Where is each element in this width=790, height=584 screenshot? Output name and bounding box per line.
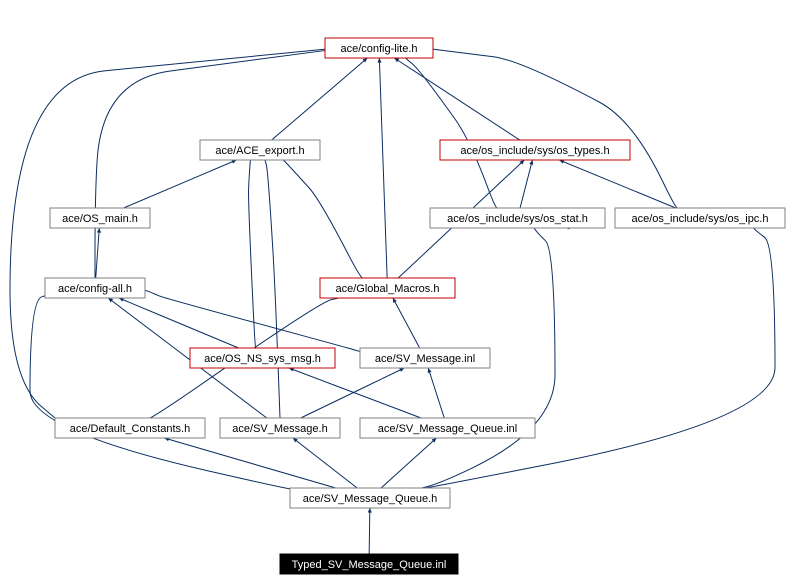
dependency-graph: Typed_SV_Message_Queue.inl ace/SV_Message…	[0, 0, 790, 584]
node-label: ace/os_include/sys/os_ipc.h	[632, 213, 769, 225]
node-label: ace/config-all.h	[58, 283, 132, 295]
edge	[289, 368, 421, 418]
arrowhead	[97, 228, 101, 233]
edge	[301, 368, 405, 418]
edge	[95, 50, 329, 278]
edge	[559, 160, 675, 208]
node-label: ace/SV_Message_Queue.h	[303, 493, 438, 505]
edge	[293, 438, 357, 488]
edge	[264, 153, 280, 418]
node-os_types: ace/os_include/sys/os_types.h	[440, 140, 630, 160]
node-label: ace/SV_Message.inl	[375, 353, 475, 365]
node-os_ipc: ace/os_include/sys/os_ipc.h	[615, 208, 785, 228]
edge	[379, 58, 387, 278]
edge	[119, 298, 239, 348]
node-label: ace/ACE_export.h	[215, 145, 304, 157]
edge	[394, 58, 519, 140]
arrowhead	[368, 508, 372, 513]
edge	[432, 49, 678, 208]
node-label: ace/config-lite.h	[340, 43, 417, 55]
edge	[272, 58, 368, 140]
node-label: ace/OS_main.h	[62, 213, 138, 225]
node-svmq_h: ace/SV_Message_Queue.h	[290, 488, 450, 508]
node-label: ace/os_include/sys/os_stat.h	[447, 213, 588, 225]
node-os_main: ace/OS_main.h	[50, 208, 150, 228]
edge	[381, 438, 436, 488]
node-os_ns_sys_msg: ace/OS_NS_sys_msg.h	[190, 348, 335, 368]
node-svm_inl: ace/SV_Message.inl	[360, 348, 490, 368]
edge	[428, 368, 444, 418]
edge	[369, 508, 370, 554]
node-label: ace/OS_NS_sys_msg.h	[204, 353, 321, 365]
node-label: ace/SV_Message.h	[232, 423, 327, 435]
node-def_const: ace/Default_Constants.h	[55, 418, 205, 438]
edge	[96, 228, 100, 278]
node-global_macros: ace/Global_Macros.h	[320, 278, 455, 298]
node-config_all: ace/config-all.h	[45, 278, 145, 298]
arrowhead	[394, 58, 399, 62]
edge	[402, 51, 497, 208]
node-svm_h: ace/SV_Message.h	[220, 418, 340, 438]
edge	[144, 290, 361, 352]
node-config_lite: ace/config-lite.h	[325, 38, 433, 58]
edge	[277, 152, 362, 278]
edge	[124, 160, 237, 208]
arrowhead	[377, 58, 381, 63]
edge	[393, 298, 420, 348]
node-label: ace/os_include/sys/os_types.h	[460, 145, 609, 157]
node-root: Typed_SV_Message_Queue.inl	[280, 554, 458, 574]
node-label: ace/Default_Constants.h	[70, 423, 190, 435]
edge	[200, 153, 256, 348]
node-os_stat: ace/os_include/sys/os_stat.h	[430, 208, 605, 228]
edge	[30, 289, 290, 489]
edge	[520, 160, 532, 208]
node-label: Typed_SV_Message_Queue.inl	[292, 559, 447, 571]
node-ace_export: ace/ACE_export.h	[200, 140, 320, 160]
node-label: ace/SV_Message_Queue.inl	[378, 423, 517, 435]
arrowhead	[428, 368, 432, 373]
node-svmq_inl: ace/SV_Message_Queue.inl	[360, 418, 535, 438]
node-label: ace/Global_Macros.h	[336, 283, 440, 295]
